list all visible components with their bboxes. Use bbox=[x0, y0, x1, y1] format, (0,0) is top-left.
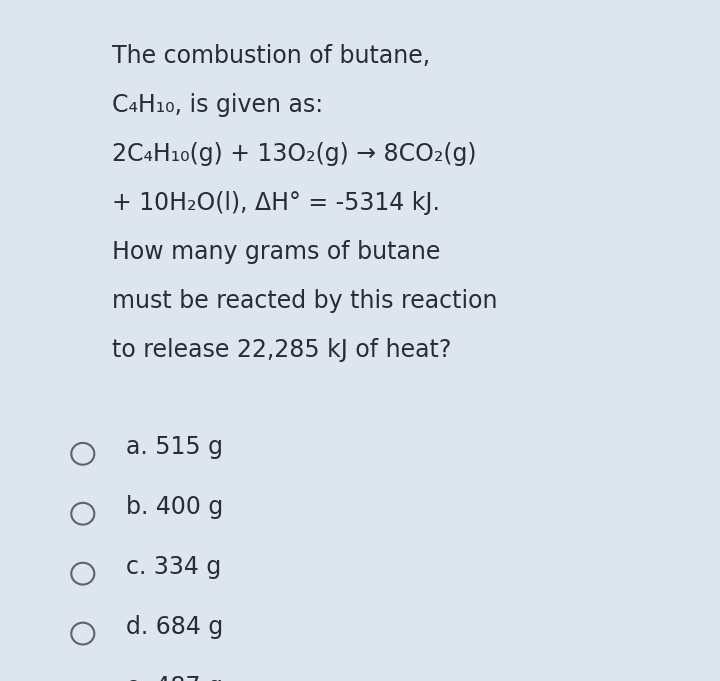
Circle shape bbox=[71, 503, 94, 524]
Text: c. 334 g: c. 334 g bbox=[126, 555, 221, 579]
Text: The combustion of butane,: The combustion of butane, bbox=[112, 44, 430, 68]
Text: to release 22,285 kJ of heat?: to release 22,285 kJ of heat? bbox=[112, 338, 451, 362]
Text: C₄H₁₀, is given as:: C₄H₁₀, is given as: bbox=[112, 93, 323, 117]
Text: d. 684 g: d. 684 g bbox=[126, 615, 223, 639]
Text: a. 515 g: a. 515 g bbox=[126, 435, 223, 459]
Circle shape bbox=[71, 443, 94, 464]
Text: must be reacted by this reaction: must be reacted by this reaction bbox=[112, 289, 497, 313]
Text: + 10H₂O(l), ΔH° = -5314 kJ.: + 10H₂O(l), ΔH° = -5314 kJ. bbox=[112, 191, 439, 215]
Circle shape bbox=[71, 563, 94, 584]
Text: 2C₄H₁₀(g) + 13O₂(g) → 8CO₂(g): 2C₄H₁₀(g) + 13O₂(g) → 8CO₂(g) bbox=[112, 142, 476, 166]
Text: e. 487 g: e. 487 g bbox=[126, 675, 223, 681]
Text: b. 400 g: b. 400 g bbox=[126, 495, 223, 519]
Text: How many grams of butane: How many grams of butane bbox=[112, 240, 440, 264]
Circle shape bbox=[71, 622, 94, 644]
